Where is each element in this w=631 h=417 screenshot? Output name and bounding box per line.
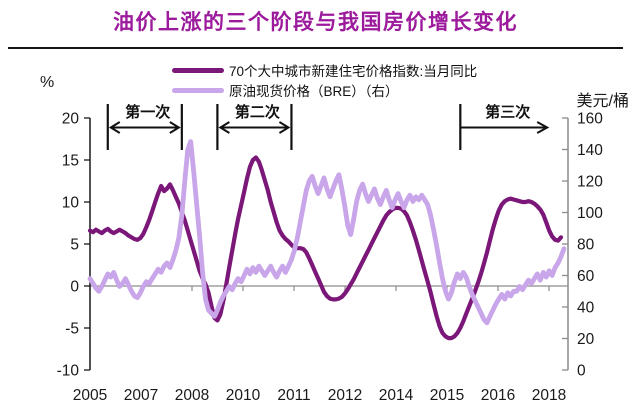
x-axis-label: 2011 [277, 387, 310, 404]
right-axis-tick-label: 40 [577, 300, 595, 317]
left-axis-unit: % [40, 74, 55, 91]
arrow-left-icon [218, 121, 230, 134]
x-axis-label: 2016 [481, 387, 515, 404]
x-axis-label: 2008 [175, 387, 209, 404]
stage-label: 第二次 [235, 103, 280, 121]
house-series-label: 70个大中城市新建住宅价格指数:当月同比 [229, 64, 478, 79]
x-axis-label: 2015 [430, 387, 464, 404]
chart-title: 油价上涨的三个阶段与我国房价增长变化 [113, 11, 518, 34]
right-axis-tick-label: 0 [577, 363, 586, 380]
stage-label: 第一次 [125, 103, 170, 121]
oil-price-series-line [87, 139, 567, 326]
house-series-swatch [172, 67, 224, 73]
left-axis-tick-label: 10 [62, 195, 80, 212]
oil-series-swatch [172, 87, 224, 93]
x-axis-label: 2012 [328, 387, 362, 404]
title-underline [8, 47, 623, 49]
left-axis-tick-label: 20 [62, 111, 80, 128]
stage-label: 第三次 [485, 103, 530, 121]
arrow-left-icon [108, 121, 121, 134]
left-axis-tick-label: -10 [57, 363, 80, 380]
right-axis-tick-label: 20 [577, 331, 595, 348]
left-axis-tick-label: -5 [65, 321, 79, 338]
right-axis-tick-label: 140 [577, 142, 603, 159]
left-axis-tick-label: 5 [70, 237, 79, 254]
x-axis-label: 2014 [379, 387, 414, 404]
x-axis-label: 2010 [226, 387, 261, 404]
right-axis-tick-label: 100 [577, 205, 603, 222]
arrow-right-icon [169, 121, 181, 134]
right-axis-unit: 美元/桶 [576, 93, 629, 110]
legend-row-house: 70个大中城市新建住宅价格指数:当月同比 [172, 60, 477, 80]
x-axis-label: 2005 [73, 387, 107, 404]
oil-series-label: 原油现货价格（BRE）（右） [229, 84, 399, 99]
legend-row-oil: 原油现货价格（BRE）（右） [172, 80, 477, 100]
right-axis-tick-label: 80 [577, 237, 595, 254]
right-axis-tick-label: 120 [577, 174, 603, 191]
legend: 70个大中城市新建住宅价格指数:当月同比 原油现货价格（BRE）（右） [172, 60, 477, 100]
right-axis-tick-label: 160 [577, 111, 603, 128]
x-axis-label: 2018 [532, 387, 566, 404]
arrow-right-icon [536, 121, 550, 134]
right-axis-tick-label: 60 [577, 268, 595, 285]
left-axis-tick-label: 0 [70, 279, 79, 296]
left-axis-tick-label: 15 [62, 153, 79, 170]
x-axis-label: 2007 [124, 387, 158, 404]
house-price-series-line [87, 155, 564, 341]
arrow-right-icon [278, 121, 291, 134]
